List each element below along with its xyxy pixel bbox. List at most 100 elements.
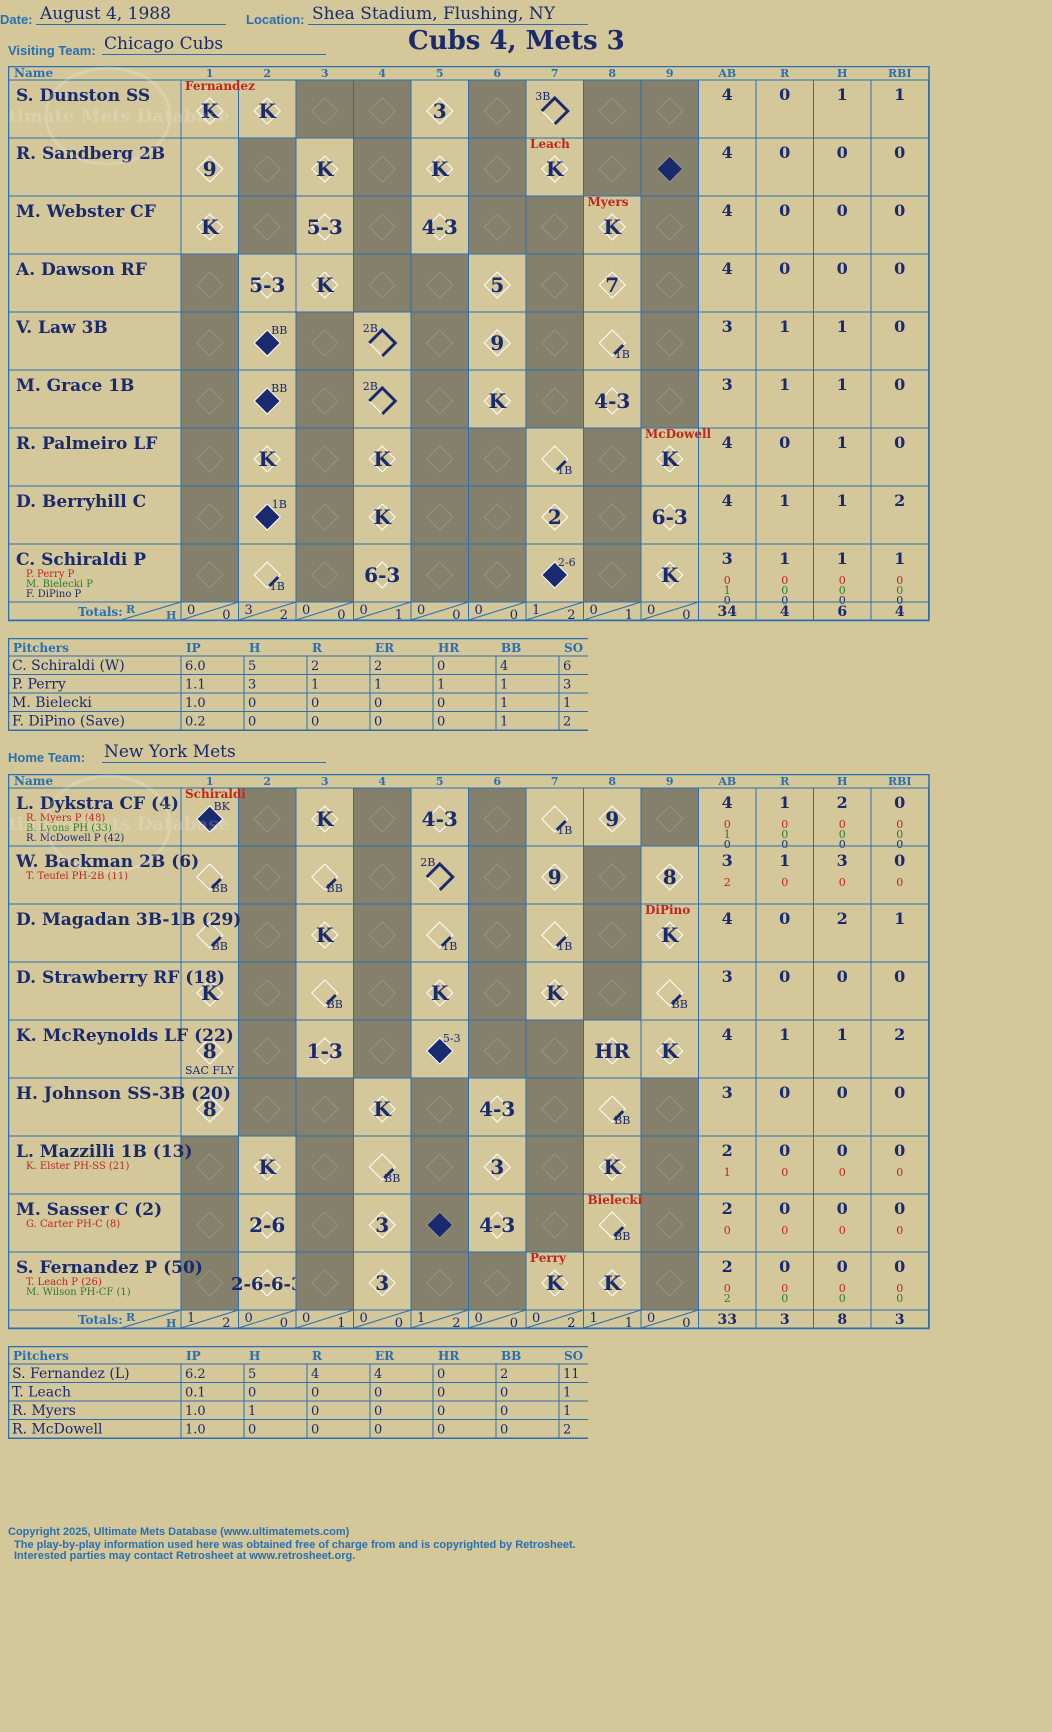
at-bat-cell — [295, 1251, 354, 1311]
home-team-label: Home Team: — [8, 750, 86, 765]
play-text: K — [604, 215, 622, 239]
batter-stat: 0 — [839, 818, 846, 831]
at-bat-cell — [353, 903, 412, 963]
batter-stat: 1 — [779, 851, 790, 870]
at-bat-cell: K — [353, 485, 412, 545]
at-bat-cell — [180, 253, 239, 313]
at-bat-cell: K — [410, 137, 469, 197]
inning-hits: 0 — [280, 1316, 288, 1331]
play-text: K — [374, 447, 392, 471]
inning-header: 1 — [206, 67, 214, 80]
batter-stat: 0 — [781, 1282, 788, 1295]
play-text: K — [604, 1271, 622, 1295]
base-diamond — [483, 561, 511, 589]
batter-name: D. Berryhill C — [16, 492, 146, 512]
at-bat-cell — [640, 787, 699, 847]
at-bat-cell — [353, 961, 412, 1021]
pitcher-stat: 5 — [248, 1367, 256, 1382]
play-text: BB — [614, 1230, 630, 1243]
pitcher-stat: 2 — [500, 1367, 508, 1382]
batter-stat: 2 — [894, 1025, 905, 1044]
base-diamond — [483, 445, 511, 473]
team-total-stat: 34 — [718, 604, 738, 620]
batter-stat: 0 — [781, 838, 788, 851]
base-diamond — [598, 445, 626, 473]
at-bat-cell — [640, 195, 699, 255]
batter-stat: 0 — [779, 1257, 790, 1276]
base-diamond — [196, 155, 224, 183]
at-bat-cell: 5-3 — [295, 195, 354, 255]
base-diamond — [311, 155, 339, 183]
play-text: 8 — [203, 1039, 217, 1063]
pitching-change-mark: Schiraldi — [185, 787, 246, 801]
at-bat-cell — [583, 543, 642, 603]
batter-name: S. Fernandez P (50) — [16, 1258, 203, 1278]
base-diamond — [253, 155, 281, 183]
batter-stat: 0 — [896, 876, 903, 889]
inning-header: 7 — [551, 775, 559, 788]
inning-hits: 0 — [222, 608, 230, 623]
play-text: 1B — [557, 940, 572, 953]
batter-stat: 0 — [896, 594, 903, 607]
batter-name: S. Dunston SS — [16, 86, 150, 106]
base-diamond — [541, 1095, 569, 1123]
batter-stat: 0 — [839, 828, 846, 841]
batter-stat: 0 — [896, 1166, 903, 1179]
batter-stat: 1 — [724, 828, 731, 841]
at-bat-cell — [238, 1019, 297, 1079]
base-diamond — [311, 387, 339, 415]
base-diamond — [598, 863, 626, 891]
at-bat-cell — [238, 961, 297, 1021]
at-bat-cell: 3 — [353, 1193, 412, 1253]
pitching-change-mark: Myers — [588, 195, 629, 209]
batter-stat: 0 — [894, 1199, 905, 1218]
base-diamond — [311, 805, 339, 833]
at-bat-cell — [640, 311, 699, 371]
base-diamond — [368, 213, 396, 241]
pitcher-stat: 4 — [500, 659, 508, 674]
inning-runs: 1 — [417, 1311, 425, 1326]
batter-stat: 0 — [896, 1224, 903, 1237]
base-diamond — [656, 213, 684, 241]
pitcher-column-header: Pitchers — [13, 641, 69, 655]
at-bat-cell: BB — [295, 961, 354, 1021]
play-text: 2 — [548, 505, 562, 529]
play-text: 2B — [363, 322, 378, 335]
base-diamond — [656, 387, 684, 415]
base-diamond — [483, 1037, 511, 1065]
base-diamond — [426, 97, 454, 125]
at-bat-cell: HR — [583, 1019, 642, 1079]
retrosheet-contact: Interested parties may contact Retroshee… — [14, 1550, 356, 1562]
play-text: 4-3 — [422, 807, 458, 831]
pitcher-column-header: HR — [438, 1349, 460, 1363]
base-diamond — [196, 1269, 224, 1297]
play-note: SAC FLY — [185, 1064, 235, 1077]
batter-stat: 1 — [724, 1166, 731, 1179]
base-diamond — [541, 155, 569, 183]
play-text: K — [661, 563, 679, 587]
play-text: 2B — [363, 380, 378, 393]
at-bat-cell: K — [583, 1251, 642, 1311]
inning-runs: 0 — [590, 603, 598, 618]
at-bat-cell: K — [353, 1077, 412, 1137]
at-bat-cell — [295, 1135, 354, 1195]
at-bat-cell: 4-3 — [468, 1077, 527, 1137]
batter-stat: 0 — [894, 793, 905, 812]
pitcher-stat: 0 — [248, 1386, 256, 1401]
at-bat-cell — [353, 845, 412, 905]
at-bat-cell — [525, 1019, 584, 1079]
batter-stat: 3 — [722, 317, 733, 336]
pitcher-stat: 1 — [500, 678, 508, 693]
base-diamond — [196, 805, 224, 833]
at-bat-cell — [410, 1251, 469, 1311]
at-bat-cell — [583, 79, 642, 139]
batter-stat: 0 — [894, 851, 905, 870]
batter-stat: 3 — [722, 851, 733, 870]
batter-stat: 1 — [779, 549, 790, 568]
at-bat-cell: BB — [295, 845, 354, 905]
at-bat-cell: 4-3 — [583, 369, 642, 429]
batter-stat: 0 — [894, 143, 905, 162]
base-diamond — [368, 1153, 396, 1181]
base-diamond — [196, 445, 224, 473]
inning-hits: 2 — [567, 1316, 575, 1331]
